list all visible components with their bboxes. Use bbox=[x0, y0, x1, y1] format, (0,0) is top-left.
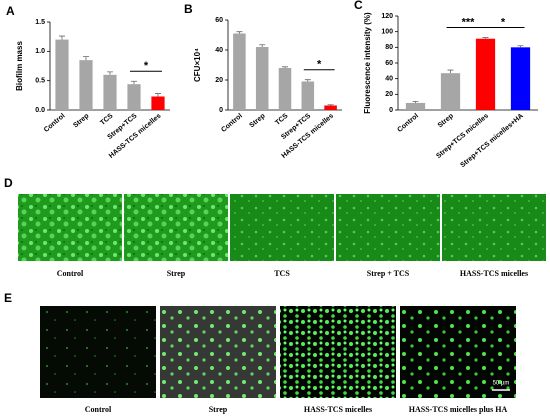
micrograph bbox=[280, 306, 396, 398]
y-tick-label: 60 bbox=[385, 60, 393, 67]
bar bbox=[79, 60, 93, 110]
bar bbox=[440, 73, 461, 110]
bar bbox=[278, 68, 292, 110]
micrograph bbox=[442, 194, 546, 261]
panel-letter: E bbox=[4, 291, 12, 305]
x-tick-label: Control bbox=[396, 113, 420, 134]
bar bbox=[405, 102, 426, 110]
image-label: TCS bbox=[274, 269, 290, 278]
error-bar bbox=[83, 56, 89, 61]
significance-label: * bbox=[317, 59, 322, 71]
y-tick-label: 0.5 bbox=[35, 78, 45, 85]
y-axis-label: Biofilm mass bbox=[15, 41, 24, 91]
y-tick-label: 20 bbox=[215, 77, 223, 84]
image-label: Control bbox=[57, 269, 84, 278]
scale-bar-label: 50 µm bbox=[493, 381, 510, 387]
image-label: Strep bbox=[209, 405, 228, 414]
micrograph bbox=[40, 306, 156, 398]
image-label: Control bbox=[85, 405, 112, 414]
y-axis-label: Fluorescence intensity (%) bbox=[363, 12, 372, 114]
y-tick-label: 0.0 bbox=[35, 107, 45, 114]
error-bar bbox=[131, 80, 137, 85]
panel-letter: A bbox=[6, 4, 15, 18]
micrograph bbox=[336, 194, 440, 261]
y-tick-label: 0 bbox=[219, 107, 223, 114]
error-bar bbox=[447, 69, 454, 74]
error-bar bbox=[304, 79, 311, 82]
x-tick-label: Control bbox=[220, 113, 244, 134]
x-tick-label: TCS bbox=[99, 112, 114, 127]
error-bar bbox=[517, 45, 524, 48]
error-bar bbox=[327, 104, 334, 106]
y-axis-label: CFU×10⁴ bbox=[193, 48, 202, 82]
y-tick-label: 40 bbox=[385, 76, 393, 83]
micrograph bbox=[400, 306, 516, 398]
error-bar bbox=[236, 31, 243, 34]
panel-letter: C bbox=[354, 0, 363, 12]
bar bbox=[510, 47, 531, 110]
micrograph bbox=[124, 194, 228, 261]
error-bar bbox=[412, 100, 419, 103]
micrograph bbox=[18, 194, 122, 261]
bar bbox=[55, 39, 69, 110]
image-label: HASS-TCS micelles bbox=[304, 405, 372, 414]
image-label: HASS-TCS micelles plus HA bbox=[409, 405, 508, 414]
image-label: Strep bbox=[167, 269, 186, 278]
bar bbox=[151, 96, 165, 110]
image-label: HASS-TCS micelles bbox=[460, 269, 528, 278]
error-bar bbox=[482, 37, 489, 39]
error-bar bbox=[59, 35, 65, 40]
error-bar bbox=[155, 93, 161, 97]
significance-label: * bbox=[501, 16, 506, 28]
bar bbox=[301, 81, 315, 110]
x-tick-label: Strep bbox=[248, 113, 266, 130]
micrograph bbox=[230, 194, 334, 261]
y-tick-label: 80 bbox=[385, 44, 393, 51]
x-tick-label: TCS bbox=[274, 112, 289, 127]
y-tick-label: 1.5 bbox=[35, 19, 45, 26]
y-tick-label: 60 bbox=[215, 17, 223, 24]
panel-letter: B bbox=[184, 2, 193, 16]
micrographs-e: 50 µm bbox=[40, 306, 516, 398]
bar bbox=[127, 84, 141, 110]
y-tick-label: 0 bbox=[389, 107, 393, 114]
bar bbox=[475, 38, 496, 110]
x-tick-label: Strep bbox=[72, 113, 90, 130]
y-tick-label: 120 bbox=[381, 13, 393, 20]
significance-label: * bbox=[144, 60, 149, 72]
y-tick-label: 1.0 bbox=[35, 48, 45, 55]
panel-letter: D bbox=[4, 176, 13, 190]
micrographs-d bbox=[18, 194, 546, 261]
image-label: Strep + TCS bbox=[367, 269, 410, 278]
error-bar bbox=[107, 71, 113, 75]
x-tick-label: Strep bbox=[437, 113, 455, 130]
bar bbox=[324, 105, 337, 110]
y-tick-label: 100 bbox=[381, 29, 393, 36]
error-bar bbox=[259, 44, 266, 47]
y-tick-label: 40 bbox=[215, 47, 223, 54]
significance-label: *** bbox=[462, 16, 476, 28]
error-bar bbox=[282, 66, 288, 68]
bar bbox=[103, 74, 117, 110]
bar bbox=[255, 47, 269, 110]
x-tick-label: Control bbox=[43, 113, 67, 134]
bar bbox=[233, 33, 246, 110]
x-tick-label: Strep+TCS micelles+HA bbox=[459, 113, 525, 170]
micrograph bbox=[160, 306, 276, 398]
y-tick-label: 20 bbox=[385, 91, 393, 98]
